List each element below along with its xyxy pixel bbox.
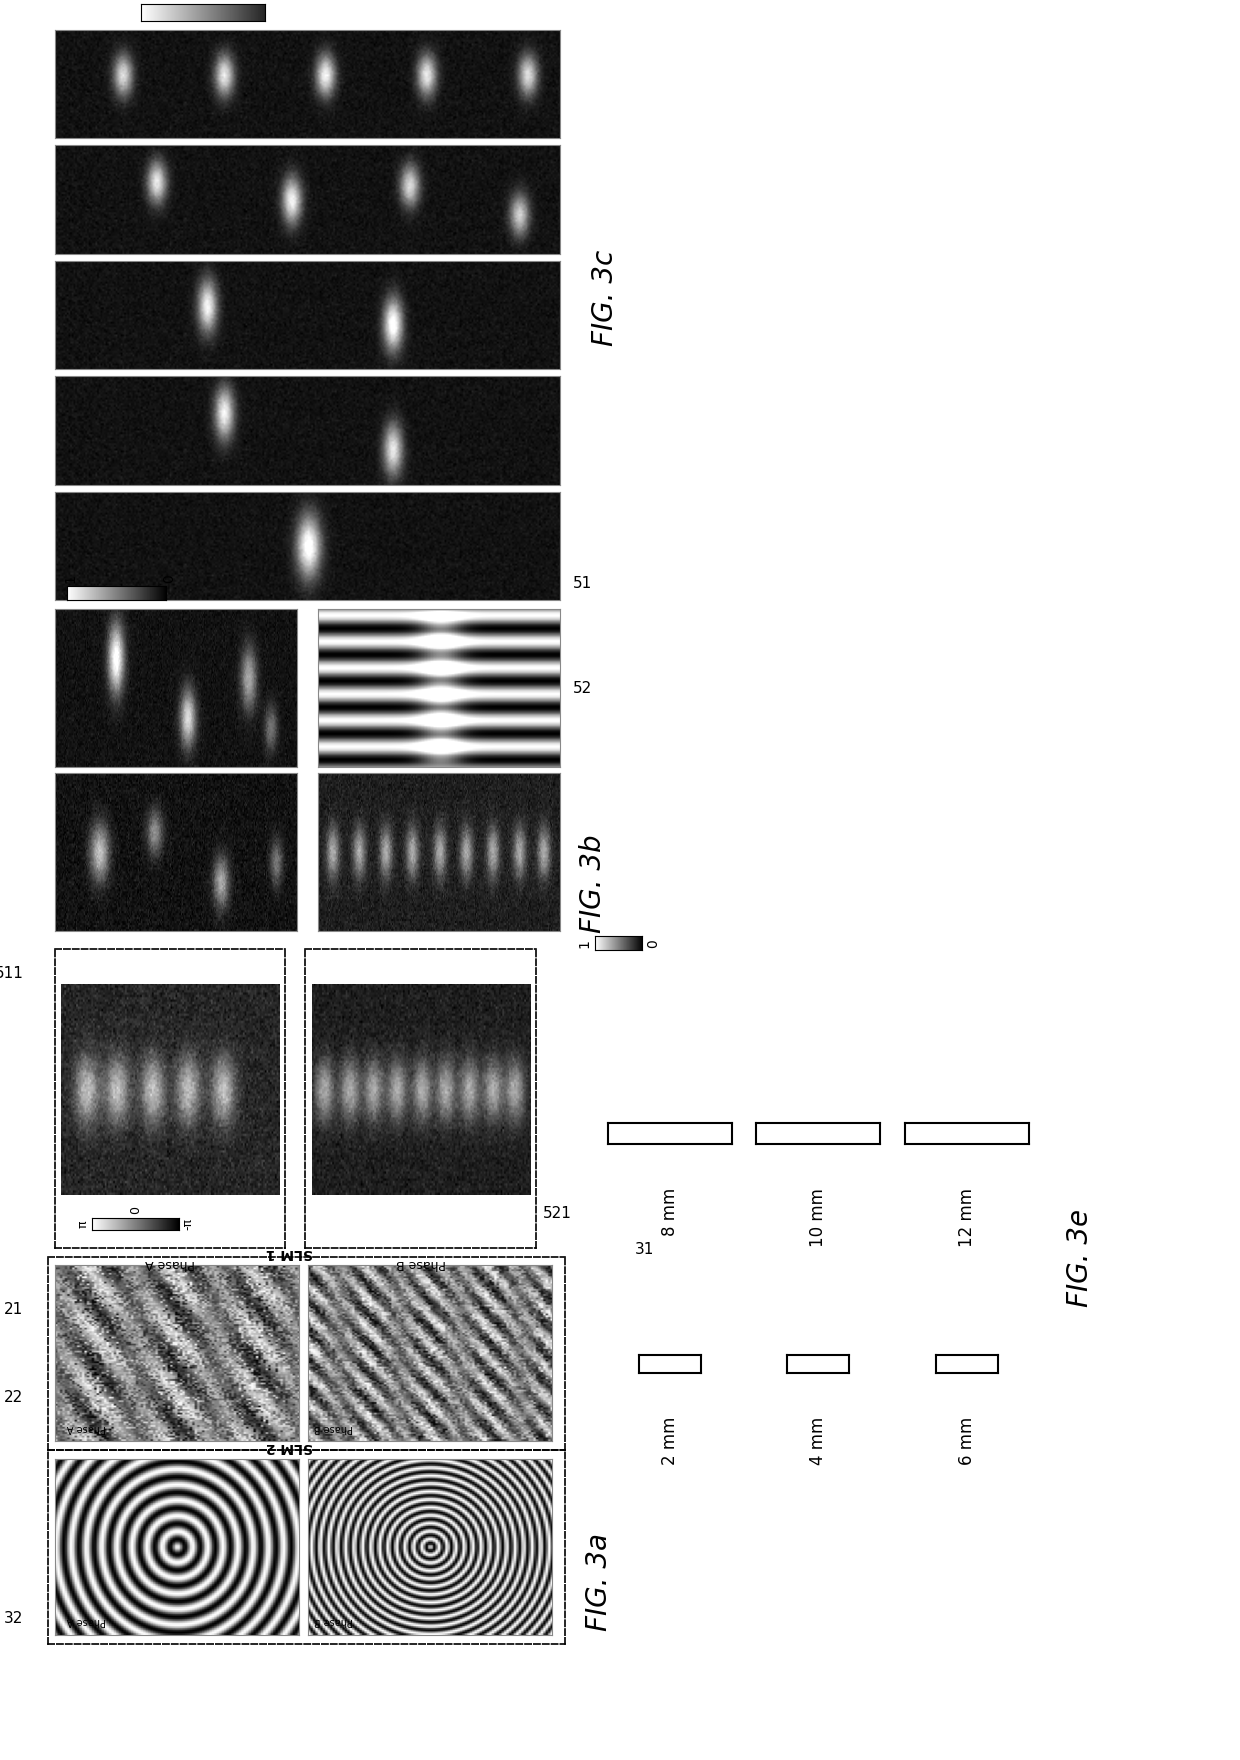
Text: 2 mm: 2 mm <box>661 1417 678 1464</box>
Text: Phase B: Phase B <box>314 1616 353 1626</box>
Text: 1: 1 <box>63 574 77 583</box>
Text: -π: -π <box>181 1218 193 1230</box>
Text: 31: 31 <box>635 1241 655 1257</box>
Text: Phase A: Phase A <box>67 1422 107 1433</box>
Text: SLM 1: SLM 1 <box>265 1246 312 1260</box>
Text: FIG. 3b: FIG. 3b <box>579 834 608 933</box>
Text: SLM 2: SLM 2 <box>265 1440 312 1454</box>
Text: 0: 0 <box>646 940 660 947</box>
Text: 0: 0 <box>129 1206 141 1214</box>
Text: 6 mm: 6 mm <box>959 1417 976 1464</box>
Text: Phase B: Phase B <box>396 1257 446 1269</box>
Text: 10 mm: 10 mm <box>810 1188 827 1246</box>
Text: 51: 51 <box>573 576 593 591</box>
Text: Phase B: Phase B <box>314 1422 353 1433</box>
Text: 22: 22 <box>4 1390 24 1404</box>
Text: Phase A: Phase A <box>67 1616 107 1626</box>
Text: 8 mm: 8 mm <box>661 1188 678 1236</box>
Text: Phase A: Phase A <box>145 1257 195 1269</box>
Text: 21: 21 <box>4 1302 24 1316</box>
Text: 52: 52 <box>573 681 593 695</box>
Text: 0: 0 <box>162 574 176 583</box>
Text: 1: 1 <box>578 938 591 949</box>
Text: 32: 32 <box>4 1610 24 1626</box>
Text: FIG. 3a: FIG. 3a <box>585 1533 614 1632</box>
Text: 12 mm: 12 mm <box>959 1188 976 1248</box>
Text: FIG. 3e: FIG. 3e <box>1066 1209 1095 1308</box>
Text: 521: 521 <box>542 1206 572 1221</box>
Text: FIG. 3c: FIG. 3c <box>591 250 620 345</box>
Text: 511: 511 <box>0 966 24 982</box>
Text: π: π <box>77 1220 89 1228</box>
Text: 4 mm: 4 mm <box>810 1417 827 1464</box>
